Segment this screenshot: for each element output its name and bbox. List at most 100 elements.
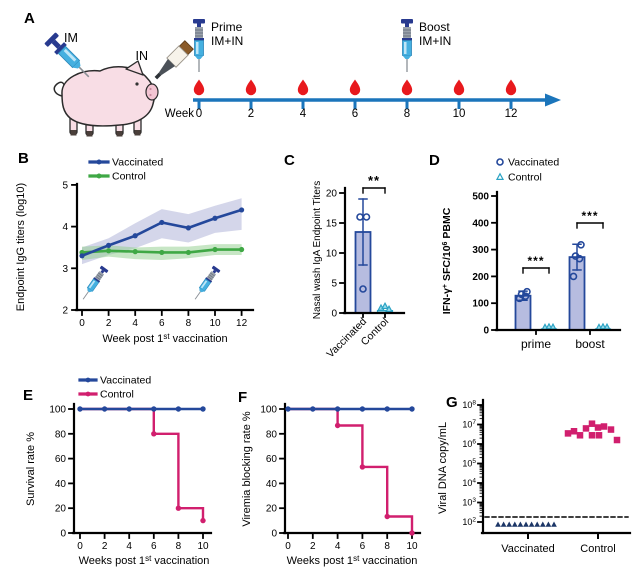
- svg-text:102: 102: [462, 517, 476, 528]
- svg-text:boost: boost: [575, 337, 605, 351]
- panel-label-d: D: [429, 152, 440, 169]
- panel-c-iga-bar-chart: 0 5 10 15 20 ** Vaccinated Control Nasal wash Ig…: [272, 148, 422, 362]
- prime-label-line2: IM+IN: [211, 34, 243, 48]
- svg-text:Vaccinated: Vaccinated: [501, 543, 555, 555]
- week-tick-10: 10: [453, 108, 466, 120]
- svg-text:Viral DNA copy/mL: Viral DNA copy/mL: [437, 422, 449, 514]
- panel-label-c: C: [284, 152, 295, 169]
- svg-text:12: 12: [236, 318, 248, 329]
- timeline-arrowhead: [545, 93, 561, 107]
- svg-text:80: 80: [55, 429, 67, 440]
- panel-a-schematic: IM IN Week 0 2 4 6 8 10 12 Prime: [44, 18, 561, 137]
- svg-text:80: 80: [266, 429, 278, 440]
- svg-text:10: 10: [209, 318, 221, 329]
- svg-text:10: 10: [406, 541, 418, 552]
- in-label: IN: [136, 49, 149, 63]
- panel-b-igg-titer-line-chart: 2 3 4 5 0 2 4 6 8 10 12 Week post 1st vaccination En…: [10, 148, 270, 352]
- svg-text:8: 8: [384, 541, 390, 552]
- svg-text:Endpoint IgG titers (log10): Endpoint IgG titers (log10): [15, 183, 27, 311]
- im-syringe-icon: [44, 32, 90, 78]
- svg-text:60: 60: [266, 454, 278, 465]
- svg-text:0: 0: [79, 318, 85, 329]
- svg-text:6: 6: [159, 318, 165, 329]
- prime-syringe-icon: [192, 18, 206, 73]
- svg-text:20: 20: [266, 504, 278, 515]
- svg-text:8: 8: [176, 541, 182, 552]
- svg-text:0: 0: [285, 541, 291, 552]
- svg-text:Weeks post 1st vaccination: Weeks post 1st vaccination: [79, 554, 210, 567]
- svg-text:0: 0: [271, 529, 277, 540]
- svg-text:100: 100: [472, 299, 489, 310]
- week-tick-8: 8: [404, 108, 410, 120]
- svg-text:108: 108: [462, 400, 476, 411]
- week-tick-12: 12: [505, 108, 518, 120]
- svg-text:4: 4: [335, 541, 341, 552]
- week-tick-6: 6: [352, 108, 358, 120]
- panel-label-a: A: [24, 10, 35, 27]
- svg-text:10: 10: [326, 249, 338, 260]
- svg-text:2: 2: [310, 541, 316, 552]
- svg-text:400: 400: [472, 218, 489, 229]
- pig-eye: [135, 82, 139, 86]
- svg-text:2: 2: [106, 318, 112, 329]
- svg-text:Vaccinated: Vaccinated: [112, 157, 163, 169]
- svg-text:2: 2: [62, 306, 68, 317]
- boost-syringe-icon: [400, 18, 414, 73]
- svg-text:105: 105: [462, 458, 476, 469]
- svg-text:Nasal wash IgA Endpoint Titers: Nasal wash IgA Endpoint Titers: [312, 181, 323, 319]
- svg-text:3: 3: [62, 264, 68, 275]
- svg-text:Week post 1st vaccination: Week post 1st vaccination: [102, 332, 227, 345]
- pig-body: [61, 66, 156, 127]
- svg-text:Control: Control: [580, 543, 615, 555]
- svg-text:0: 0: [331, 309, 337, 320]
- svg-text:103: 103: [462, 497, 476, 508]
- svg-text:Vaccinated: Vaccinated: [508, 157, 559, 169]
- blood-drop-icons: [193, 79, 517, 96]
- svg-text:500: 500: [472, 192, 489, 203]
- svg-text:60: 60: [55, 454, 67, 465]
- boost-label-line1: Boost: [419, 20, 450, 34]
- svg-text:4: 4: [62, 222, 68, 233]
- svg-text:Control: Control: [100, 389, 134, 401]
- svg-text:200: 200: [472, 272, 489, 283]
- svg-text:300: 300: [472, 245, 489, 256]
- svg-text:40: 40: [266, 479, 278, 490]
- boost-label-line2: IM+IN: [419, 34, 451, 48]
- svg-text:5: 5: [331, 279, 337, 290]
- svg-text:6: 6: [360, 541, 366, 552]
- svg-text:4: 4: [132, 318, 138, 329]
- pig-ear: [125, 60, 144, 76]
- svg-text:40: 40: [55, 479, 67, 490]
- svg-text:0: 0: [60, 529, 66, 540]
- svg-text:10: 10: [197, 541, 209, 552]
- svg-text:107: 107: [462, 419, 476, 430]
- svg-text:Vaccinated: Vaccinated: [100, 375, 151, 387]
- week-tick-0: 0: [196, 108, 202, 120]
- svg-text:0: 0: [77, 541, 83, 552]
- panel-label-e: E: [23, 387, 34, 404]
- svg-text:15: 15: [326, 219, 338, 230]
- svg-text:IFN-γ+ SFC/106 PBMC: IFN-γ+ SFC/106 PBMC: [441, 207, 453, 314]
- svg-text:4: 4: [126, 541, 132, 552]
- svg-text:0: 0: [483, 326, 489, 337]
- im-label: IM: [64, 31, 78, 45]
- svg-text:104: 104: [462, 478, 476, 489]
- pig-snout: [145, 83, 159, 101]
- panel-label-b: B: [18, 150, 29, 167]
- svg-text:2: 2: [102, 541, 108, 552]
- svg-text:Weeks post 1st vaccination: Weeks post 1st vaccination: [287, 554, 418, 567]
- svg-text:Control: Control: [508, 172, 542, 184]
- svg-text:8: 8: [186, 318, 192, 329]
- svg-text:6: 6: [151, 541, 157, 552]
- svg-text:5: 5: [62, 180, 68, 191]
- svg-text:**: **: [368, 173, 380, 188]
- panel-f-viremia-chart: 0 20 40 60 80 100 0 2 4 6 8 10 Weeks post 1st vaccin…: [238, 368, 440, 575]
- svg-text:100: 100: [260, 405, 277, 416]
- svg-text:Control: Control: [112, 171, 146, 183]
- week-tick-4: 4: [300, 108, 307, 120]
- panel-label-f: F: [238, 389, 248, 406]
- panel-label-g: G: [446, 394, 458, 411]
- week-word: Week: [165, 108, 194, 120]
- svg-text:20: 20: [55, 504, 67, 515]
